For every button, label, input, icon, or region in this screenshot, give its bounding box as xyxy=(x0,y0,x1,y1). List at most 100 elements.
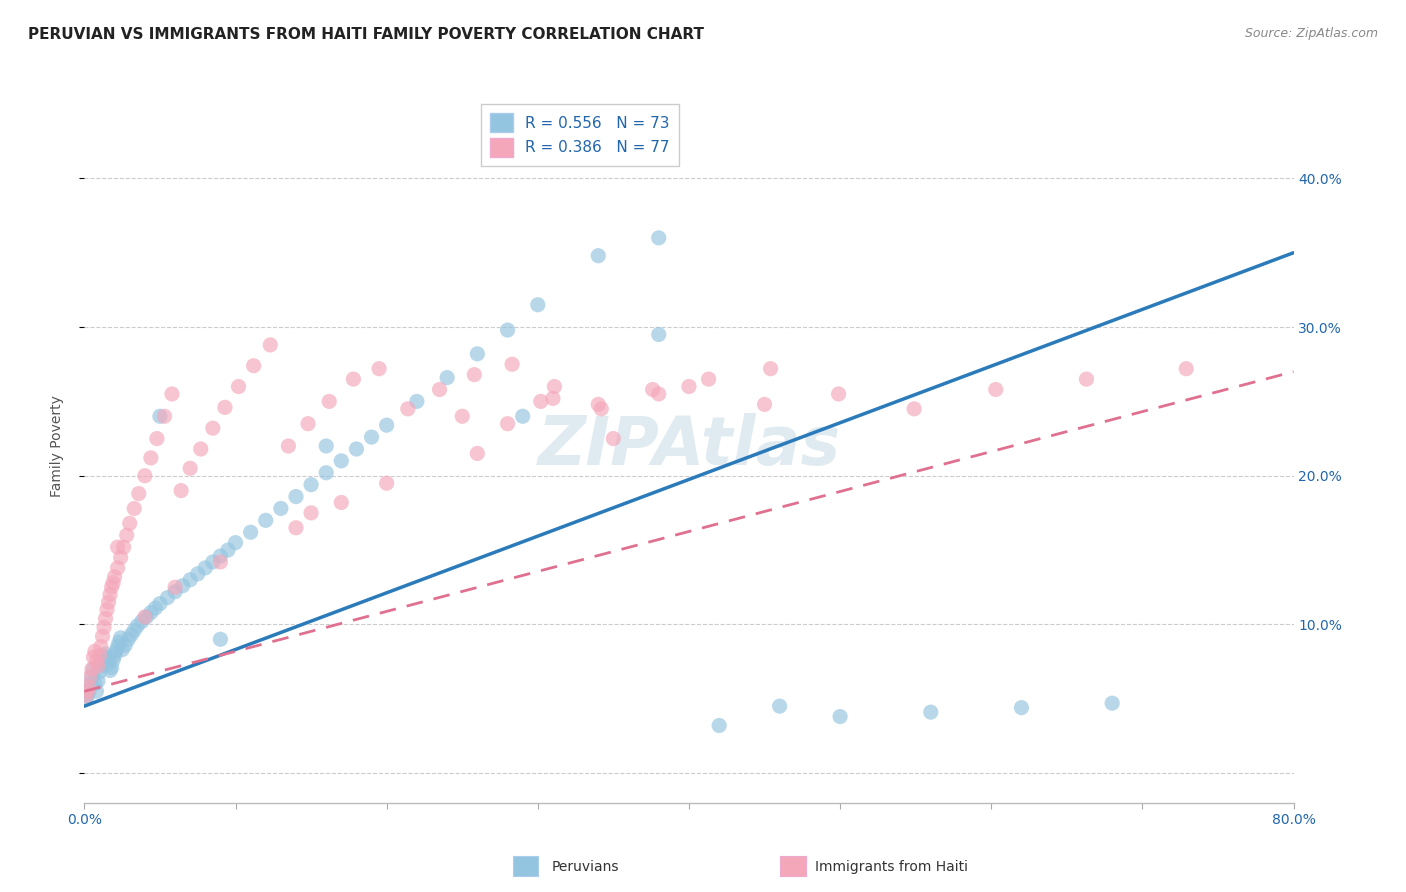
Point xyxy=(94,611,117,625)
Point xyxy=(82,650,104,665)
Point xyxy=(139,450,162,465)
Point xyxy=(769,699,792,714)
Point xyxy=(984,383,1007,397)
Point xyxy=(115,528,138,542)
Point xyxy=(149,409,172,424)
Point xyxy=(76,689,98,703)
Point xyxy=(79,677,101,691)
Point xyxy=(110,631,132,645)
Point xyxy=(285,521,308,535)
Point xyxy=(214,401,236,415)
Point xyxy=(360,430,382,444)
Point xyxy=(114,638,136,652)
Point xyxy=(903,401,925,416)
Point xyxy=(156,591,179,605)
Point xyxy=(122,501,145,516)
Text: Immigrants from Haiti: Immigrants from Haiti xyxy=(815,860,969,874)
Point xyxy=(87,673,110,688)
Point xyxy=(254,513,277,527)
Point xyxy=(209,632,232,647)
Point xyxy=(209,549,232,563)
Point xyxy=(98,664,121,678)
Point xyxy=(90,659,112,673)
Text: Source: ZipAtlas.com: Source: ZipAtlas.com xyxy=(1244,27,1378,40)
Point xyxy=(463,368,485,382)
Point xyxy=(190,442,212,456)
Point xyxy=(277,439,299,453)
Point xyxy=(134,468,156,483)
Point xyxy=(96,657,118,672)
Point xyxy=(145,601,167,615)
Point xyxy=(179,461,201,475)
Point xyxy=(120,628,142,642)
Point xyxy=(375,476,398,491)
Point xyxy=(98,588,121,602)
Point xyxy=(134,610,156,624)
Point xyxy=(84,677,107,691)
Legend: R = 0.556   N = 73, R = 0.386   N = 77: R = 0.556 N = 73, R = 0.386 N = 77 xyxy=(481,104,679,166)
Point xyxy=(242,359,264,373)
Point xyxy=(697,372,720,386)
Point xyxy=(104,570,127,584)
Point xyxy=(110,550,132,565)
Point xyxy=(496,417,519,431)
Point xyxy=(527,298,550,312)
Point xyxy=(105,644,128,658)
Point xyxy=(920,705,942,719)
Point xyxy=(93,620,115,634)
Point xyxy=(543,379,565,393)
Point xyxy=(87,659,110,673)
Point xyxy=(591,401,613,416)
Point xyxy=(299,477,322,491)
Y-axis label: Family Poverty: Family Poverty xyxy=(49,395,63,497)
Point xyxy=(90,640,112,654)
Point xyxy=(91,629,114,643)
Point xyxy=(165,580,187,594)
Point xyxy=(315,466,337,480)
Point xyxy=(122,624,145,638)
Point xyxy=(201,421,224,435)
Point xyxy=(588,397,610,411)
Point xyxy=(146,432,169,446)
Point xyxy=(648,231,671,245)
Point xyxy=(297,417,319,431)
Point xyxy=(1011,700,1033,714)
Point xyxy=(315,439,337,453)
Point xyxy=(602,432,624,446)
Point xyxy=(375,418,398,433)
Point xyxy=(259,338,281,352)
Point xyxy=(107,540,129,554)
Point xyxy=(101,575,124,590)
Point xyxy=(82,662,104,676)
Point xyxy=(75,691,97,706)
Point xyxy=(228,379,250,393)
Point xyxy=(89,665,111,679)
Point xyxy=(648,327,671,342)
Point xyxy=(588,249,610,263)
Point xyxy=(239,525,262,540)
Point xyxy=(270,501,292,516)
Point xyxy=(100,660,122,674)
Point xyxy=(118,516,141,531)
Point xyxy=(1175,361,1198,376)
Point xyxy=(153,409,176,424)
Point xyxy=(107,561,129,575)
Point xyxy=(187,566,209,581)
Point xyxy=(135,610,157,624)
Point xyxy=(100,580,122,594)
Point xyxy=(330,454,353,468)
Point xyxy=(96,602,118,616)
Point xyxy=(217,543,239,558)
Point xyxy=(406,394,429,409)
Point xyxy=(84,644,107,658)
Point xyxy=(501,357,523,371)
Point xyxy=(451,409,474,424)
Point xyxy=(117,632,139,647)
Point xyxy=(709,718,731,732)
Point xyxy=(179,573,201,587)
Point xyxy=(225,535,247,549)
Point xyxy=(86,655,108,669)
Point xyxy=(91,655,114,669)
Point xyxy=(285,490,308,504)
Point xyxy=(112,540,135,554)
